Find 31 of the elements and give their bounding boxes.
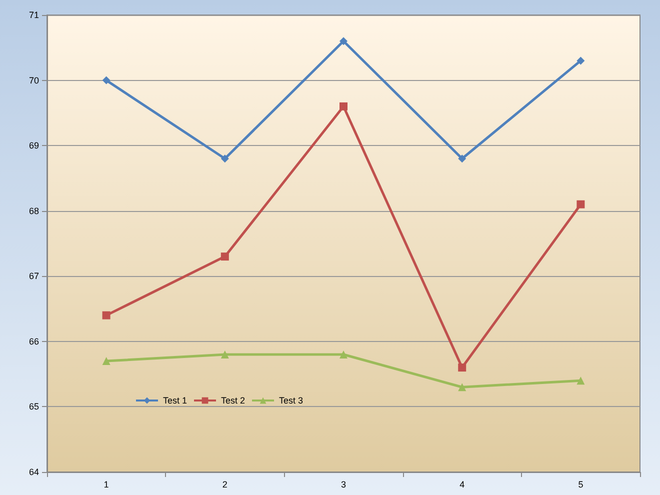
y-tick-label: 64 xyxy=(28,467,39,477)
point xyxy=(340,350,348,358)
point xyxy=(340,37,348,46)
x-tick-label: 3 xyxy=(340,480,346,490)
x-tick-label: 5 xyxy=(578,480,584,490)
legend-label: Test 3 xyxy=(279,396,304,406)
y-tick-label: 65 xyxy=(28,402,39,412)
y-tick-label: 69 xyxy=(28,140,39,151)
point xyxy=(576,200,585,208)
point xyxy=(458,154,466,163)
point xyxy=(102,311,110,320)
legend-label: Test 2 xyxy=(221,396,246,406)
point xyxy=(458,364,466,372)
y-tick-label: 68 xyxy=(28,206,39,216)
y-tick-label: 66 xyxy=(28,336,39,346)
point xyxy=(220,154,229,163)
point xyxy=(102,357,110,366)
x-tick-label: 4 xyxy=(460,480,465,490)
y-tick-label: 70 xyxy=(28,75,39,86)
x-tick-label: 1 xyxy=(104,480,109,490)
point xyxy=(576,376,585,385)
point xyxy=(220,252,229,261)
point xyxy=(340,102,348,110)
point xyxy=(220,350,229,358)
x-tick-label: 2 xyxy=(222,480,228,490)
y-tick-label: 71 xyxy=(28,10,39,20)
point xyxy=(576,56,585,65)
point xyxy=(102,76,110,84)
legend-label: Test 1 xyxy=(163,396,188,406)
y-tick-label: 67 xyxy=(28,271,39,282)
point xyxy=(458,383,466,392)
